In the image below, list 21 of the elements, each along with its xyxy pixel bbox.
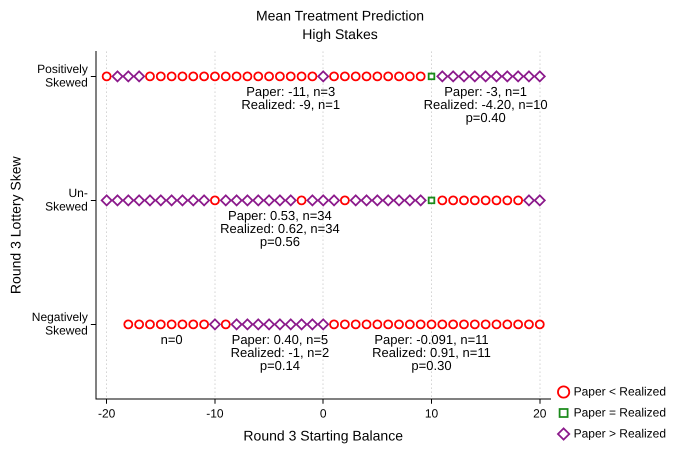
- annotation: Paper: -3, n=1 Realized: -4.20, n=10 p=0.40: [424, 84, 548, 125]
- y-tick-label: Positively Skewed: [37, 62, 88, 90]
- annotation: Paper: -11, n=3 Realized: -9, n=1: [241, 84, 340, 112]
- x-tick-label: -10: [206, 406, 224, 420]
- x-tick-label: 20: [533, 406, 547, 420]
- annotation: Paper: 0.40, n=5 Realized: -1, n=2 p=0.14: [230, 332, 330, 373]
- annotation: Paper: 0.53, n=34 Realized: 0.62, n=34 p=0.56: [220, 208, 340, 249]
- legend-label: Paper = Realized: [574, 405, 666, 420]
- annotation: n=0: [160, 332, 183, 347]
- chart-subtitle: High Stakes: [302, 26, 378, 42]
- y-axis-title: Round 3 Lottery Skew: [7, 155, 24, 294]
- x-tick-label: 0: [320, 406, 327, 420]
- x-tick-label: -20: [98, 406, 116, 420]
- y-tick-label: Un- Skewed: [45, 186, 88, 214]
- x-tick-label: 10: [424, 406, 438, 420]
- legend-label: Paper < Realized: [574, 384, 666, 398]
- chart-title: Mean Treatment Prediction: [256, 7, 424, 24]
- x-axis-title: Round 3 Starting Balance: [243, 427, 404, 444]
- legend-label: Paper > Realized: [574, 426, 666, 440]
- annotation: Paper: -0.091, n=11 Realized: 0.91, n=11 p=0.30: [372, 332, 491, 373]
- y-tick-label: Negatively Skewed: [32, 310, 88, 338]
